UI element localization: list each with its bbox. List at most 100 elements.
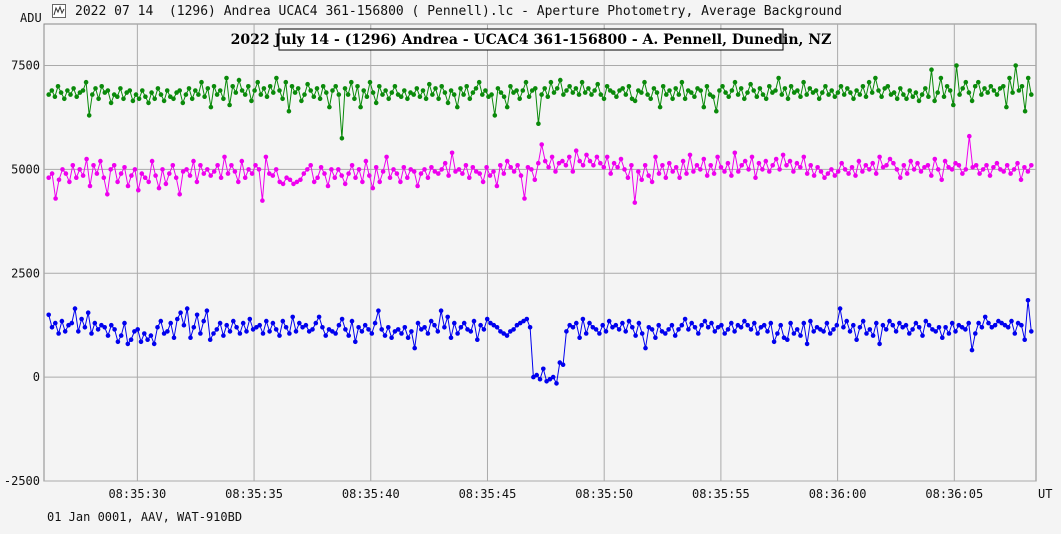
data-point [558,77,563,83]
data-point [998,167,1003,172]
data-point [211,331,216,336]
data-point [606,318,612,324]
data-point [359,329,365,334]
data-point [811,329,816,334]
data-point [449,150,455,156]
data-point [534,372,539,378]
data-point [735,92,741,97]
window-title-text: 2022 07 14 (1296) Andrea UCAC4 361-15680… [75,4,843,19]
data-point [880,165,886,170]
data-point [691,169,696,174]
data-point [601,96,607,102]
data-point [773,156,779,162]
data-point [286,108,292,114]
data-point [194,179,200,185]
data-point [864,331,869,336]
data-point [857,92,863,97]
data-point [527,325,533,330]
data-point [111,163,117,168]
data-point [105,192,110,197]
data-point [98,158,103,164]
data-point [74,175,79,180]
data-point [458,86,463,91]
data-point [467,175,472,180]
data-point [776,75,781,81]
data-point [849,165,855,170]
data-point [425,331,431,336]
data-point [653,335,658,341]
data-point [239,88,245,93]
data-point [709,320,714,326]
data-point [1011,167,1017,172]
data-point [256,167,262,172]
data-point [601,165,607,170]
data-point [478,322,483,328]
data-point [610,325,615,330]
data-point [570,325,576,330]
data-point [979,92,984,97]
data-point [287,331,292,336]
data-point [739,163,744,168]
data-point [93,86,98,91]
data-point [270,320,276,326]
data-point [938,75,944,81]
data-point [946,165,951,170]
data-point [311,179,317,185]
data-point [205,86,211,91]
data-point [260,331,266,336]
data-point [346,171,351,176]
data-point [442,325,447,330]
data-point [594,154,600,160]
data-point [153,173,158,178]
data-point [718,165,724,170]
data-point [122,320,127,326]
data-point [587,320,592,326]
data-point [863,163,869,168]
data-point [953,160,958,166]
data-point [544,379,549,384]
data-point [494,325,500,330]
data-point [829,88,834,93]
data-point [289,84,295,89]
data-point [336,92,342,97]
data-point [925,163,931,168]
data-point [831,327,836,332]
data-point [273,327,279,332]
data-point [742,318,747,324]
data-point [423,96,429,102]
data-point [77,167,82,172]
data-point [70,163,76,168]
data-point [933,329,938,334]
data-point [894,96,900,102]
data-point [663,331,668,336]
data-point [82,325,88,330]
data-point [130,98,136,104]
data-point [476,79,482,85]
data-point [94,171,100,176]
data-point [791,169,796,174]
data-point [518,173,524,178]
data-point [972,84,978,89]
data-point [611,90,616,95]
data-point [567,322,572,328]
data-point [399,331,404,336]
data-point [442,90,448,95]
data-point [943,325,948,330]
data-point [694,163,700,168]
data-point [456,167,462,172]
data-point [988,84,994,89]
data-point [53,196,58,201]
data-point [108,100,114,106]
data-point [46,175,51,180]
data-point [784,163,789,168]
y-tick-label: -2500 [4,474,40,488]
data-point [523,79,529,85]
data-point [74,94,79,99]
data-point [436,171,441,176]
data-point [696,331,701,336]
data-point [360,179,365,185]
data-point [670,96,675,102]
data-point [412,345,418,351]
data-point [145,337,150,343]
data-point [158,92,164,97]
